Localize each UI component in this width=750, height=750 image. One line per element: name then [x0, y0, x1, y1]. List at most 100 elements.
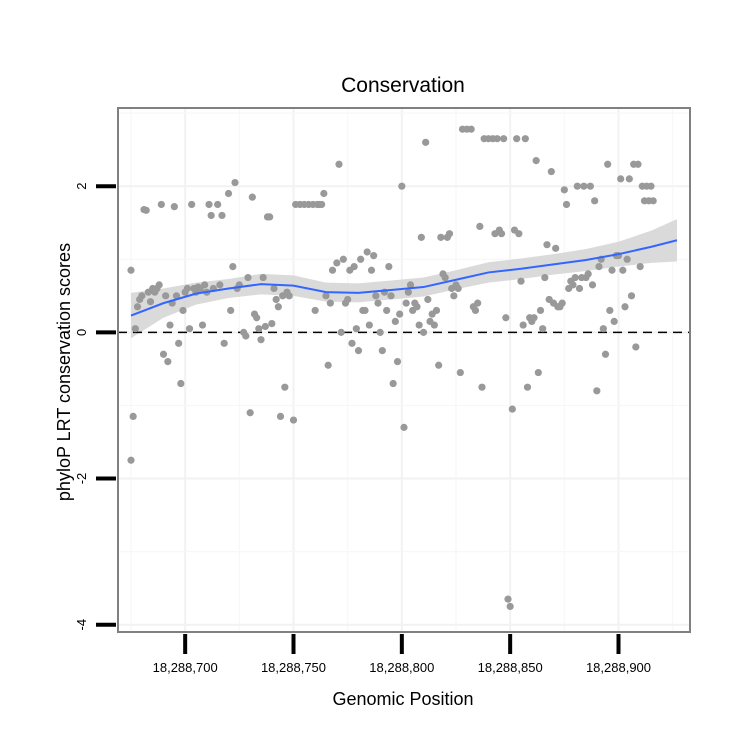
data-point	[539, 325, 547, 333]
data-point	[361, 306, 369, 315]
data-point	[175, 339, 183, 347]
y-tick-label: 2	[74, 183, 89, 190]
data-point	[519, 321, 527, 329]
data-point	[183, 284, 191, 293]
data-point	[242, 332, 250, 340]
data-point	[419, 328, 428, 336]
data-point	[588, 281, 597, 289]
x-axis-title: Genomic Position	[332, 689, 473, 709]
data-point	[543, 241, 551, 249]
data-point	[129, 412, 137, 421]
data-point	[257, 336, 265, 344]
data-point	[391, 317, 399, 326]
data-point	[474, 299, 482, 307]
data-point	[517, 277, 525, 285]
data-point	[255, 325, 263, 333]
data-point	[580, 182, 588, 190]
data-point	[398, 182, 406, 190]
data-point	[647, 182, 655, 190]
data-point	[508, 405, 516, 413]
data-point	[270, 284, 278, 293]
data-point	[389, 379, 397, 388]
x-axis: 18,288,700 18,288,750 18,288,800 18,288,850…	[153, 634, 651, 675]
data-point	[430, 321, 438, 329]
x-tick-label: 18,288,800	[369, 660, 434, 675]
data-point	[227, 306, 235, 315]
data-point	[244, 273, 252, 282]
data-point	[320, 189, 328, 198]
data-point	[595, 262, 603, 271]
x-tick-label: 18,288,700	[153, 660, 218, 675]
data-point	[281, 383, 289, 391]
data-point	[337, 328, 345, 336]
data-point	[562, 200, 571, 209]
data-point	[318, 200, 326, 209]
data-point	[253, 314, 261, 322]
data-point	[162, 292, 170, 300]
data-point	[166, 321, 174, 329]
y-axis-title: phyloP LRT conservation scores	[54, 243, 74, 501]
data-point	[617, 175, 625, 183]
smooth-trend-line	[130, 239, 678, 317]
data-point	[497, 230, 506, 238]
data-point	[435, 361, 443, 369]
data-point	[450, 292, 458, 300]
data-point	[324, 361, 332, 369]
data-point	[365, 321, 373, 329]
data-point	[268, 319, 276, 328]
chart-title: Conservation	[341, 74, 465, 97]
x-tick-label: 18,288,750	[261, 660, 326, 675]
data-point	[216, 281, 224, 289]
data-point	[198, 321, 207, 329]
data-point	[396, 310, 404, 318]
data-point	[127, 266, 135, 274]
data-point	[218, 211, 226, 220]
data-point	[188, 200, 196, 209]
data-point	[591, 197, 599, 205]
data-point	[266, 213, 274, 221]
data-point	[272, 295, 280, 304]
data-point	[500, 135, 508, 143]
data-point	[207, 211, 215, 220]
data-point	[636, 262, 644, 271]
data-point	[387, 292, 395, 300]
data-point	[344, 295, 352, 304]
data-point	[131, 325, 139, 333]
data-point	[383, 306, 391, 315]
data-point	[179, 306, 187, 315]
data-point	[376, 328, 384, 336]
data-point	[552, 244, 560, 252]
data-point	[339, 255, 347, 263]
y-tick-label: -4	[74, 619, 89, 631]
data-point	[335, 160, 343, 168]
data-point	[593, 387, 601, 395]
data-point	[142, 206, 150, 214]
data-point	[348, 339, 356, 347]
data-point	[547, 167, 555, 176]
data-point	[333, 259, 341, 267]
data-point	[146, 298, 155, 306]
data-point	[506, 602, 514, 611]
data-point	[285, 292, 293, 300]
data-point	[649, 197, 657, 205]
data-point	[441, 273, 449, 282]
data-point	[406, 281, 415, 289]
points-layer	[127, 125, 657, 611]
data-point	[569, 281, 577, 289]
panel-border	[117, 107, 691, 633]
data-point	[274, 303, 282, 311]
data-point	[437, 233, 445, 241]
data-point	[224, 189, 233, 198]
y-axis: -4 -2 0 2	[74, 183, 116, 631]
data-point	[586, 182, 594, 190]
data-point	[322, 292, 330, 300]
data-point	[536, 306, 545, 315]
x-tick-label: 18,288,900	[586, 660, 651, 675]
data-point	[478, 383, 486, 391]
data-point	[476, 222, 484, 230]
data-point	[610, 317, 618, 326]
data-point	[205, 200, 213, 209]
data-point	[584, 270, 592, 278]
data-point	[608, 266, 616, 274]
